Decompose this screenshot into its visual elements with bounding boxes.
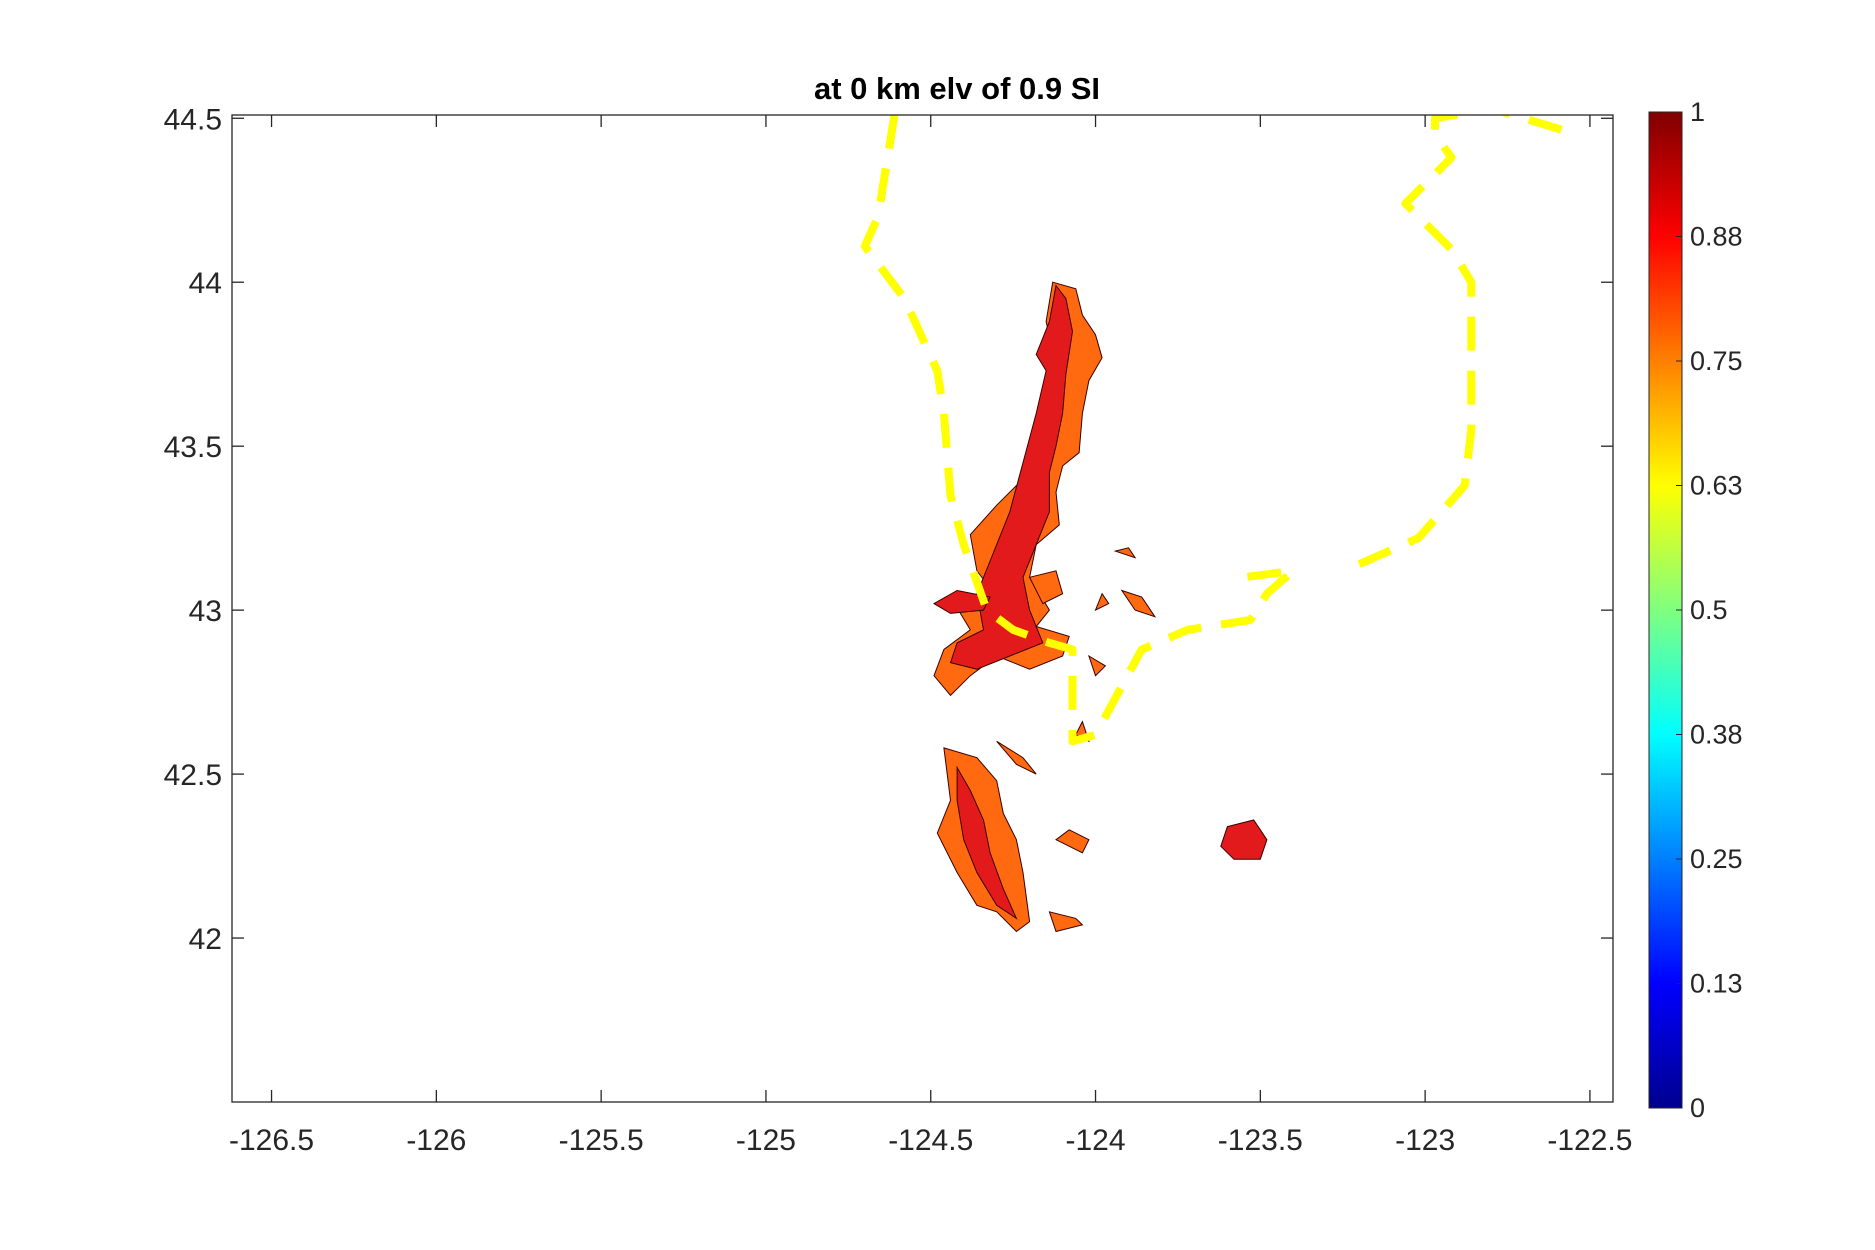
- region-9: [1220, 819, 1268, 860]
- y-axis: 42 42.5 43 43.5 44 44.5: [164, 103, 1613, 956]
- boundary-line-east: [1357, 115, 1569, 568]
- plot-background: [232, 115, 1613, 1102]
- region-7: [1048, 911, 1084, 933]
- x-tick-label: -122.5: [1547, 1124, 1632, 1157]
- region-3: [1028, 570, 1064, 605]
- colorbar-tick-label: 0: [1690, 1093, 1705, 1123]
- colorbar-ticks: 0 0.13 0.25 0.38 0.5 0.63 0.75 0.88 1: [1676, 97, 1743, 1123]
- x-tick-label: -125.5: [559, 1124, 644, 1157]
- y-tick-label: 42.5: [164, 759, 222, 792]
- probability-regions: [933, 281, 1268, 933]
- region-6: [1055, 829, 1090, 854]
- x-tick-label: -126: [406, 1124, 466, 1157]
- y-tick-label: 44: [189, 267, 222, 300]
- region-12: [1087, 654, 1107, 677]
- region-1: [949, 284, 1074, 670]
- colorbar-tick-label: 0.5: [1690, 595, 1728, 625]
- boundary-lines: [860, 115, 1569, 746]
- colorbar-tick-label: 0.25: [1690, 844, 1743, 874]
- x-tick-label: -124: [1066, 1124, 1126, 1157]
- region-8: [996, 740, 1037, 775]
- x-tick-label: -125: [736, 1124, 796, 1157]
- plot-area: -126.5 -126 -125.5 -125 -124.5 -124 -123.5 -123…: [164, 103, 1633, 1157]
- x-tick-label: -124.5: [888, 1124, 973, 1157]
- chart-title: at 0 km elv of 0.9 SI: [814, 71, 1100, 106]
- y-tick-label: 44.5: [164, 103, 222, 136]
- region-5: [956, 765, 1018, 920]
- region-10: [1120, 589, 1157, 618]
- plot-frame: [231, 114, 1614, 1103]
- region-14: [1094, 592, 1110, 612]
- boundary-line-west: [860, 115, 1298, 746]
- y-tick-label: 43: [189, 595, 222, 628]
- colorbar-tick-label: 0.13: [1690, 969, 1743, 999]
- x-axis: -126.5 -126 -125.5 -125 -124.5 -124 -123.5 -123…: [229, 115, 1632, 1157]
- x-tick-label: -126.5: [229, 1124, 314, 1157]
- region-11: [1113, 547, 1137, 559]
- y-tick-label: 42: [189, 923, 222, 956]
- x-tick-label: -123.5: [1218, 1124, 1303, 1157]
- colorbar-tick-label: 0.88: [1690, 222, 1743, 252]
- colorbar-tick-label: 0.38: [1690, 720, 1743, 750]
- colorbar-tick-label: 0.63: [1690, 471, 1743, 501]
- x-tick-label: -123: [1395, 1124, 1455, 1157]
- colorbar-tick-label: 1: [1690, 97, 1705, 127]
- colorbar: 0 0.13 0.25 0.38 0.5 0.63 0.75 0.88 1: [1648, 97, 1743, 1123]
- colorbar-tick-label: 0.75: [1690, 346, 1743, 376]
- y-tick-label: 43.5: [164, 431, 222, 464]
